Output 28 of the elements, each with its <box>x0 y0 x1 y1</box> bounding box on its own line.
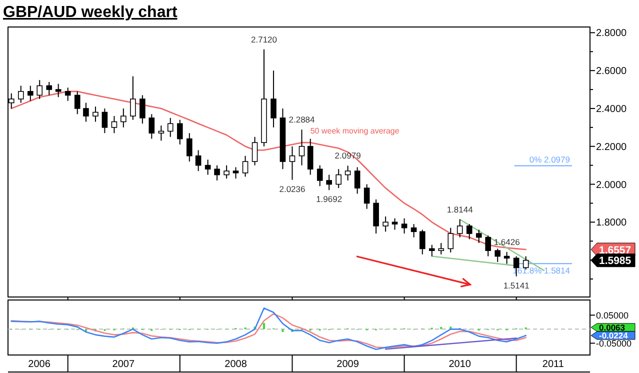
chart-title: GBP/AUD weekly chart <box>3 4 178 21</box>
text: 1.6557 <box>599 244 632 256</box>
annotation: 1.8144 <box>446 204 474 214</box>
y-tick-label: 2.8000 <box>596 28 628 40</box>
y-tick-label: 2.6000 <box>596 66 628 78</box>
annotation: 1.5141 <box>503 280 530 290</box>
x-tick-label: 2010 <box>448 359 472 370</box>
series-label: 50 week moving average <box>310 126 400 136</box>
y-tick-label: 2.2000 <box>596 142 628 153</box>
annotation: 2.0236 <box>279 184 306 194</box>
x-tick-label: 2007 <box>112 359 135 370</box>
text: 1.5985 <box>599 255 632 268</box>
y-tick-label: 2.4000 <box>596 104 628 115</box>
text: 0.0063 <box>599 322 626 332</box>
annotation: 2.7120 <box>251 34 278 44</box>
ref-line-label: 0% 2.0979 <box>529 154 570 165</box>
x-tick-label: 2006 <box>28 359 51 370</box>
y-tick-label: 1.8000 <box>596 218 628 229</box>
annotation: 1.9692 <box>316 194 342 204</box>
annotation: 2.2884 <box>288 114 316 125</box>
text: -0.0224 <box>599 330 628 341</box>
x-tick-label: 2009 <box>336 359 360 370</box>
y-tick-label: 2.0000 <box>596 180 628 191</box>
y-tick-label: -0.05000 <box>596 338 632 349</box>
annotation: 1.6426 <box>494 236 520 247</box>
y-tick-label: 0.05000 <box>596 310 629 321</box>
x-tick-label: 2008 <box>224 359 248 370</box>
x-tick-label: 2011 <box>542 359 564 370</box>
